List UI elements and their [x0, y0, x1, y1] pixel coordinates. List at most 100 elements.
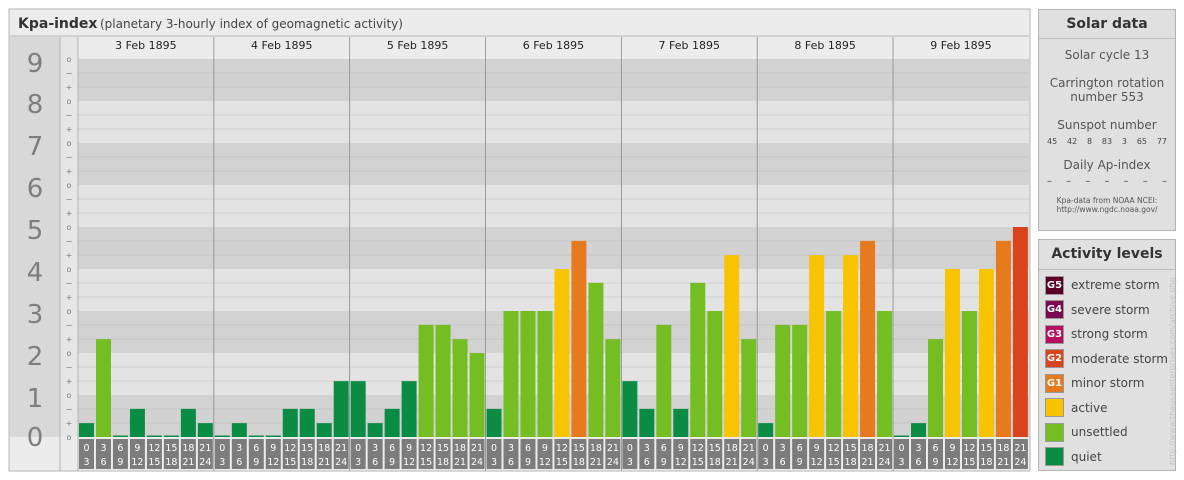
- time-end-label: 12: [811, 457, 823, 468]
- time-cell: [639, 439, 655, 469]
- time-end-label: 6: [372, 457, 378, 468]
- time-end-label: 15: [828, 457, 840, 468]
- time-start-label: 3: [100, 443, 106, 454]
- sub-tick-label: +: [66, 167, 73, 176]
- time-cell: [995, 439, 1011, 469]
- time-cell: [146, 439, 162, 469]
- time-start-label: 6: [932, 443, 938, 454]
- activity-levels-title: Activity levels: [1051, 246, 1163, 262]
- kp-bar: [911, 423, 926, 437]
- kp-bar: [961, 311, 977, 437]
- time-end-label: 9: [253, 457, 259, 468]
- y-tick-label: 6: [27, 174, 44, 204]
- time-end-label: 6: [236, 457, 242, 468]
- time-cell: [826, 439, 842, 469]
- time-cell: [435, 439, 451, 469]
- day-label: 8 Feb 1895: [794, 39, 855, 52]
- kp-bar: [350, 381, 366, 437]
- time-cell: [724, 439, 740, 469]
- sub-axis-bg: [60, 37, 78, 437]
- time-end-label: 21: [590, 457, 602, 468]
- sub-tick-label: −: [66, 237, 73, 246]
- ap-value: –: [1104, 176, 1110, 187]
- time-start-label: 9: [949, 443, 955, 454]
- time-cell: [95, 439, 111, 469]
- time-cell: [537, 439, 553, 469]
- band: [78, 143, 1029, 185]
- time-end-label: 6: [100, 457, 106, 468]
- time-start-label: 15: [845, 443, 857, 454]
- legend-label: minor storm: [1071, 376, 1145, 390]
- time-end-label: 3: [763, 457, 769, 468]
- legend-swatch: G4: [1045, 300, 1064, 319]
- time-start-label: 15: [573, 443, 585, 454]
- sunspot-value: 42: [1067, 137, 1078, 146]
- time-end-label: 3: [355, 457, 361, 468]
- time-end-label: 3: [491, 457, 497, 468]
- time-end-label: 24: [1014, 457, 1026, 468]
- time-cell: [605, 439, 621, 469]
- sub-tick-label: o: [67, 349, 72, 358]
- time-cell: [418, 439, 434, 469]
- sub-tick-label: o: [67, 265, 72, 274]
- time-cell: [707, 439, 723, 469]
- kp-bar: [673, 408, 689, 437]
- time-start-label: 12: [692, 443, 704, 454]
- time-end-label: 18: [845, 457, 857, 468]
- time-start-label: 12: [420, 443, 432, 454]
- legend-swatch: [1045, 398, 1064, 417]
- sub-tick-label: o: [67, 97, 72, 106]
- sunspot-value: 77: [1156, 137, 1167, 146]
- carrington-line1: Carrington rotation: [1049, 76, 1165, 90]
- sub-tick-label: o: [67, 223, 72, 232]
- time-cell: [554, 439, 570, 469]
- time-start-label: 9: [542, 443, 548, 454]
- kp-bar: [333, 381, 349, 437]
- y-tick-label: 8: [27, 90, 44, 120]
- band: [78, 59, 1029, 101]
- time-cell: [282, 439, 298, 469]
- time-end-label: 12: [267, 457, 279, 468]
- sub-tick-label: −: [66, 321, 73, 330]
- time-start-label: 21: [607, 443, 619, 454]
- time-end-label: 24: [471, 457, 483, 468]
- time-start-label: 18: [454, 443, 466, 454]
- time-cell: [384, 439, 400, 469]
- time-cell: [571, 439, 587, 469]
- kp-bar: [843, 255, 859, 437]
- kp-bar: [469, 353, 485, 437]
- time-start-label: 0: [763, 443, 769, 454]
- time-start-label: 18: [862, 443, 874, 454]
- legend-swatch: G1: [1045, 373, 1064, 393]
- credit-text: http://www.theusaenterprises.com/archive…: [1168, 277, 1177, 465]
- sub-tick-label: o: [67, 139, 72, 148]
- solar-data-title: Solar data: [1066, 16, 1148, 32]
- time-start-label: 15: [709, 443, 721, 454]
- legend-label: moderate storm: [1071, 351, 1168, 366]
- time-start-label: 6: [253, 443, 259, 454]
- kp-bar: [231, 423, 247, 437]
- time-start-label: 3: [372, 443, 378, 454]
- time-start-label: 21: [335, 443, 347, 454]
- time-start-label: 18: [590, 443, 602, 454]
- day-label: 4 Feb 1895: [251, 39, 312, 52]
- legend-label: strong storm: [1071, 327, 1148, 341]
- time-start-label: 21: [471, 443, 483, 454]
- time-start-label: 6: [797, 443, 803, 454]
- time-start-label: 12: [284, 443, 296, 454]
- kp-bar: [809, 255, 825, 437]
- time-start-label: 15: [437, 443, 449, 454]
- time-start-label: 18: [182, 443, 194, 454]
- legend-swatch: G5: [1045, 275, 1064, 295]
- time-end-label: 18: [165, 457, 177, 468]
- time-start-label: 18: [997, 443, 1009, 454]
- time-end-label: 21: [454, 457, 466, 468]
- time-start-label: 6: [117, 443, 123, 454]
- time-cell: [758, 439, 774, 469]
- time-start-label: 12: [556, 443, 568, 454]
- sub-tick-label: +: [66, 83, 73, 92]
- time-cell: [163, 439, 179, 469]
- time-end-label: 24: [879, 457, 891, 468]
- kp-bar: [622, 381, 638, 437]
- y-tick-label: 9: [27, 49, 44, 79]
